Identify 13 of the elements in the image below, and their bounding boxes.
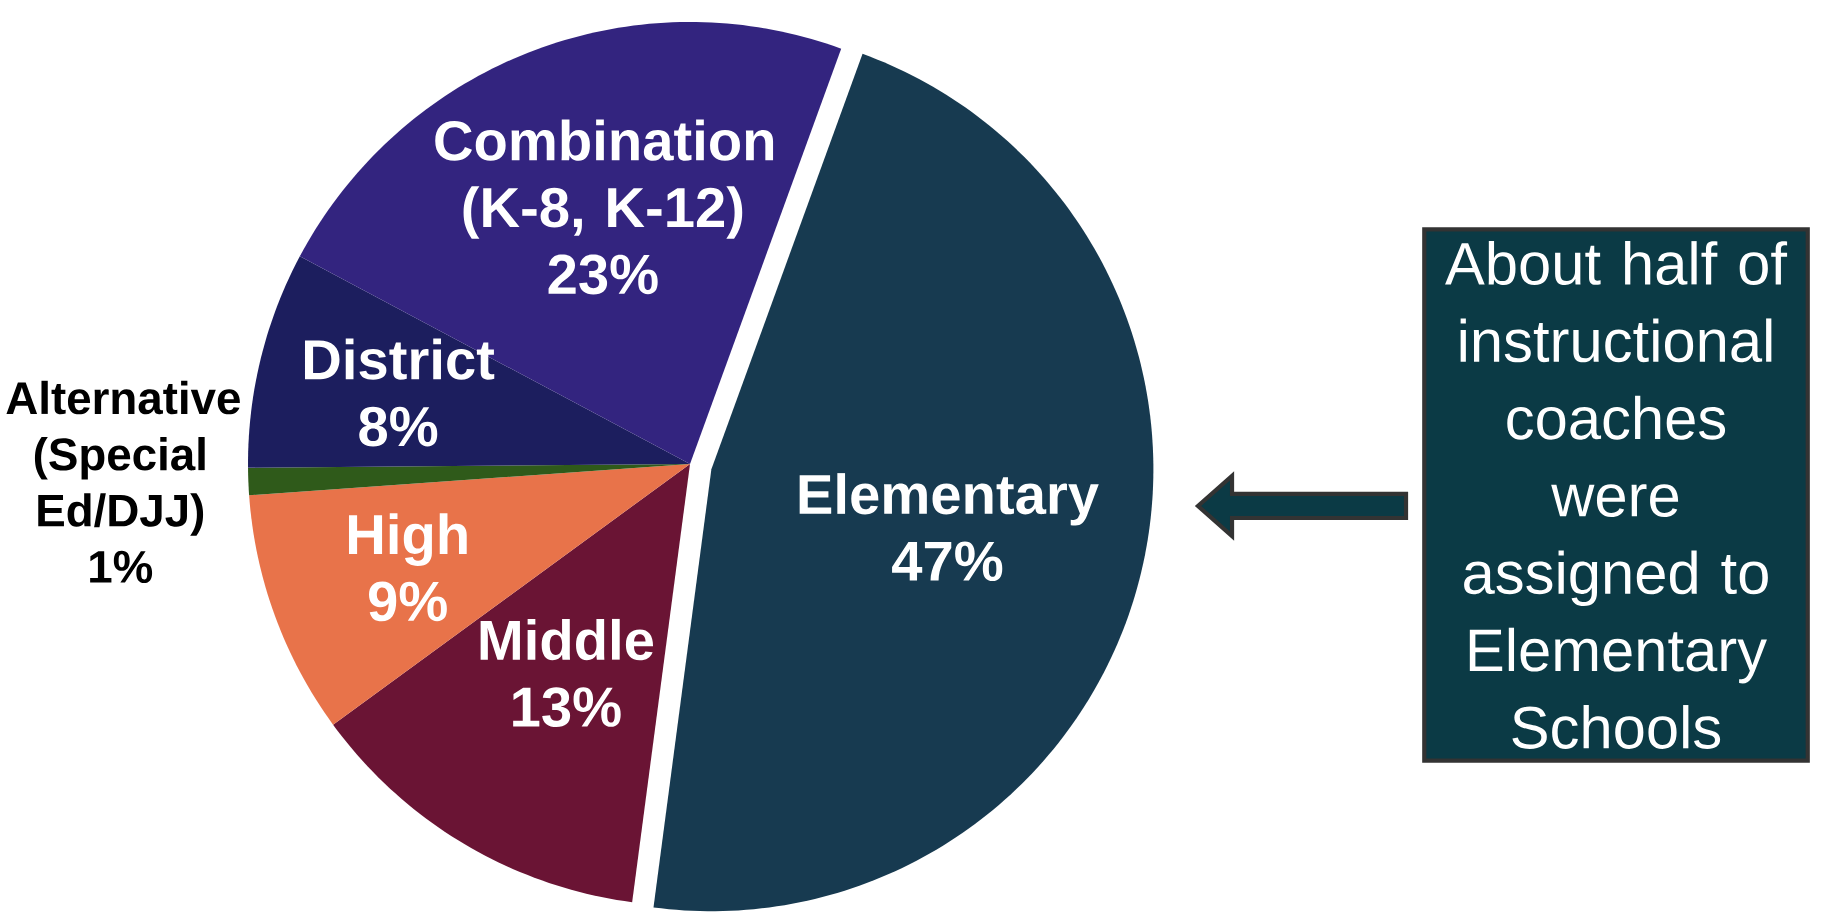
data-label: 1% bbox=[90, 550, 153, 583]
data-label: 13% bbox=[513, 687, 621, 728]
slice-label: Middle bbox=[480, 618, 654, 661]
slice-label: District bbox=[304, 338, 495, 380]
slice-label: Combination (K-8, K-12) bbox=[435, 119, 774, 239]
slice-label: Alternative (Special Ed/DJJ) bbox=[6, 380, 240, 536]
data-label: 47% bbox=[892, 541, 1003, 582]
data-label: 8% bbox=[359, 406, 438, 447]
data-label: 9% bbox=[369, 581, 447, 622]
data-label: 23% bbox=[548, 254, 658, 295]
slice-label: High bbox=[348, 513, 467, 566]
legend-label: Elementary bbox=[799, 473, 1099, 526]
text: About half of instructional coaches were assigned to Elementary Schools bbox=[1445, 241, 1788, 749]
